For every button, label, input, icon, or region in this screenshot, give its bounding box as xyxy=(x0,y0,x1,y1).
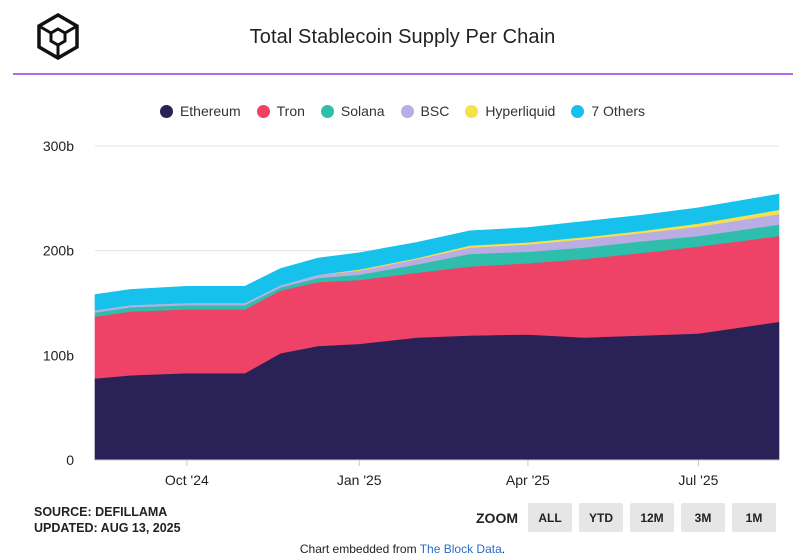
legend-label: 7 Others xyxy=(591,103,646,119)
x-tick-label: Apr '25 xyxy=(506,472,550,488)
zoom-12m-button[interactable]: 12M xyxy=(630,503,674,532)
y-tick-label: 300b xyxy=(43,138,74,154)
zoom-all-button[interactable]: ALL xyxy=(528,503,572,532)
credit-link[interactable]: The Block Data xyxy=(419,542,502,556)
legend-item-hyperliquid[interactable]: Hyperliquid xyxy=(465,103,555,119)
legend-label: Solana xyxy=(340,103,385,119)
legend-swatch xyxy=(256,104,270,118)
y-tick-label: 0 xyxy=(66,452,74,468)
zoom-3m-button[interactable]: 3M xyxy=(681,503,725,532)
x-tick-label: Oct '24 xyxy=(165,472,209,488)
legend-item-ethereum[interactable]: Ethereum xyxy=(159,103,241,119)
credit-suffix: . xyxy=(501,542,506,556)
legend-swatch xyxy=(159,104,173,118)
zoom-controls: ZOOM ALL YTD 12M 3M 1M xyxy=(476,503,776,532)
x-tick-label: Jan '25 xyxy=(337,472,382,488)
updated-text: UPDATED: AUG 13, 2025 xyxy=(34,521,181,535)
x-axis-ticks: Oct '24 Jan '25 Apr '25 Jul '25 xyxy=(95,459,779,488)
area-7-others[interactable] xyxy=(94,193,780,311)
legend-swatch xyxy=(571,104,585,118)
legend-label: Tron xyxy=(276,103,305,119)
stacked-area-chart: 0 100b 200b 300b Oct '24 Jan '25 Apr '25 Jul '… xyxy=(43,138,780,488)
area-layers xyxy=(94,193,780,461)
chart-title: Total Stablecoin Supply Per Chain xyxy=(249,26,556,48)
zoom-ytd-button[interactable]: YTD xyxy=(579,503,623,532)
legend-label: Hyperliquid xyxy=(485,103,556,119)
legend-swatch xyxy=(320,104,334,118)
legend-item-tron[interactable]: Tron xyxy=(256,103,305,119)
legend-swatch xyxy=(465,104,479,118)
embed-credit: Chart embedded from The Block Data. xyxy=(0,542,805,556)
legend-item-bsc[interactable]: BSC xyxy=(400,103,450,119)
zoom-label: ZOOM xyxy=(476,509,518,526)
legend-label: Ethereum xyxy=(179,103,241,119)
legend-item-solana[interactable]: Solana xyxy=(320,103,385,119)
cube-logo-icon xyxy=(37,12,79,60)
y-tick-label: 100b xyxy=(43,347,74,363)
zoom-1m-button[interactable]: 1M xyxy=(732,503,776,532)
source-text: SOURCE: DEFILLAMA xyxy=(34,505,168,519)
chart-legend: Ethereum Tron Solana BSC Hyperliquid 7 Others xyxy=(0,103,805,119)
x-tick-label: Jul '25 xyxy=(678,472,718,488)
legend-item-7-others[interactable]: 7 Others xyxy=(571,103,645,119)
credit-prefix: Chart embedded from xyxy=(299,542,420,556)
y-axis-ticks: 0 100b 200b 300b xyxy=(43,138,74,468)
source-note: SOURCE: DEFILLAMA UPDATED: AUG 13, 2025 xyxy=(34,504,181,536)
legend-swatch xyxy=(400,104,414,118)
legend-label: BSC xyxy=(420,103,450,119)
y-tick-label: 200b xyxy=(43,243,74,259)
title-divider xyxy=(13,73,793,75)
